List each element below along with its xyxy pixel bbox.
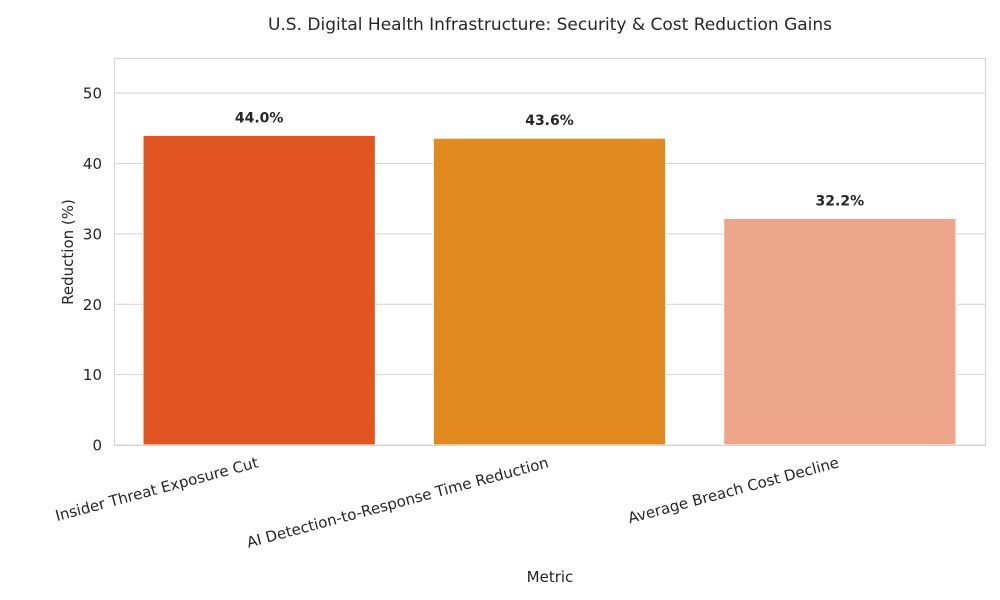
bar-value-label: 44.0% bbox=[235, 110, 284, 126]
y-tick-label: 20 bbox=[83, 296, 102, 314]
data-labels: 44.0% 43.6% 32.2% bbox=[235, 110, 864, 209]
y-axis-ticks: 0 10 20 30 40 50 bbox=[83, 85, 102, 455]
chart-title: U.S. Digital Health Infrastructure: Secu… bbox=[268, 15, 832, 35]
y-tick-label: 0 bbox=[92, 437, 102, 455]
x-tick-label: Insider Threat Exposure Cut bbox=[53, 453, 260, 525]
y-axis-label: Reduction (%) bbox=[59, 199, 77, 305]
bar-value-label: 32.2% bbox=[816, 193, 865, 209]
plot-frame bbox=[114, 58, 986, 446]
bar bbox=[723, 217, 957, 446]
y-tick-label: 10 bbox=[83, 366, 102, 384]
bar-value-label: 43.6% bbox=[525, 113, 574, 129]
bars bbox=[142, 134, 957, 446]
x-tick-label: Average Breach Cost Decline bbox=[626, 453, 841, 527]
y-tick-label: 50 bbox=[83, 85, 102, 103]
y-tick-label: 30 bbox=[83, 225, 102, 243]
bar bbox=[432, 137, 667, 446]
bar bbox=[142, 134, 376, 446]
y-tick-label: 40 bbox=[83, 155, 102, 173]
x-tick-label: AI Detection-to-Response Time Reduction bbox=[245, 453, 551, 551]
x-axis-label: Metric bbox=[527, 568, 574, 586]
